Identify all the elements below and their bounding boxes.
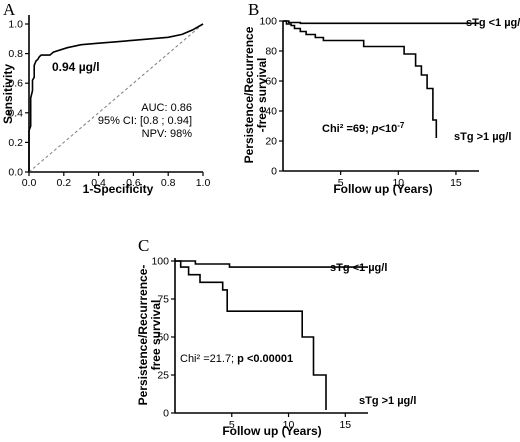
panel-a-ci-text: 95% CI: [0.8 ; 0.94] <box>98 115 192 127</box>
panel-a-auc-text: AUC: 0.86 <box>141 102 192 114</box>
panel-b-y-tick-label: 80 <box>265 46 277 58</box>
panel-b-series-label-high: sTg >1 µg/l <box>454 131 511 143</box>
panel-c-y-tick-label: 25 <box>157 370 169 382</box>
panel-a-x-tick-label: 1.0 <box>196 177 211 189</box>
panel-a-y-axis-label: Sensitivity <box>1 64 15 124</box>
panel-a-x-tick-label: 0.8 <box>161 177 176 189</box>
panel-b-y-axis-label-line1: Persistence/Recurrence <box>242 26 256 163</box>
panel-b-x-tick-label: 5 <box>338 177 344 189</box>
panel-a-reference-diagonal <box>28 23 204 173</box>
panel-b-survival-chart: B 5 10 15 0 20 40 60 80 100 Follow up (Years) Pe… <box>242 0 520 196</box>
panel-a-y-tick-label: 0.2 <box>8 137 23 149</box>
panel-b-y-axis-label-line2: -free survival <box>255 58 269 133</box>
panel-c-y-tick-label: 50 <box>157 332 169 344</box>
panel-b-chi-annotation: Chi² =69; p<10-7 <box>322 121 405 135</box>
panel-a-x-tick-label: 0.2 <box>56 177 71 189</box>
panel-c-y-tick-label: 75 <box>157 294 169 306</box>
panel-c-y-axis-label-line1: Persistence/Recurrence- <box>136 265 150 406</box>
panel-c-chi-p: p <0.00001 <box>237 353 293 365</box>
panel-c-y-tick-label: 0 <box>163 408 169 420</box>
panel-a-y-tick-label: 1.0 <box>8 19 23 31</box>
panel-a-x-tick-label: 0.0 <box>22 177 37 189</box>
panel-a-x-tick-label: 0.4 <box>91 177 106 189</box>
panel-b-x-tick-label: 15 <box>450 177 462 189</box>
panel-a-x-tick-label: 0.6 <box>126 177 141 189</box>
panel-c-y-tick-label: 100 <box>151 256 169 268</box>
panel-b-curve-high-stg <box>283 20 438 138</box>
panel-b-y-tick-label: 20 <box>265 136 277 148</box>
panel-c-chi-annotation: Chi² =21.7; p <0.00001 <box>180 353 293 365</box>
panel-b-y-tick-label: 40 <box>265 106 277 118</box>
panel-b-letter: B <box>248 0 259 19</box>
panel-c-x-axis-label: Follow up (Years) <box>222 424 321 438</box>
panel-c-curve-low-stg <box>175 260 368 268</box>
panel-b-chi-exponent: -7 <box>397 121 405 130</box>
panel-a-y-tick-label: 0.8 <box>8 48 23 60</box>
panel-a-roc-curve <box>28 23 204 172</box>
panel-c-x-tick-label: 15 <box>339 419 351 431</box>
panel-c-curve-high-stg <box>175 260 327 410</box>
panel-a-roc-chart: A 0.0 0.2 0.4 0.6 0.8 1.0 0.0 0.2 0.4 0.6 0.8 1.0 1… <box>1 0 210 196</box>
panel-b-y-tick-label: 60 <box>265 76 277 88</box>
panel-a-npv-text: NPV: 98% <box>142 128 193 140</box>
panel-b-curve-low-stg <box>283 20 479 25</box>
panel-b-y-tick-label: 100 <box>259 16 277 28</box>
panel-c-survival-chart: C 5 10 15 0 25 50 75 100 Follow up (Years) Pers… <box>136 236 416 438</box>
panel-c-x-tick-label: 10 <box>283 419 295 431</box>
panel-c-letter: C <box>138 236 149 255</box>
panel-a-y-tick-label: 0.4 <box>8 107 23 119</box>
panel-a-cutoff-label: 0.94 µg/l <box>52 60 100 74</box>
panel-b-x-tick-label: 10 <box>392 177 404 189</box>
panel-c-y-axis-label-line2: free survival <box>149 300 163 371</box>
panel-a-x-axis-label: 1-Specificity <box>83 182 154 196</box>
panel-a-y-tick-label: 0.6 <box>8 78 23 90</box>
panel-b-x-axis-label: Follow up (Years) <box>333 182 432 196</box>
panel-c-series-label-low: sTg <1 µg/l <box>330 262 387 274</box>
panel-b-y-tick-label: 0 <box>271 166 277 178</box>
panel-a-letter: A <box>3 0 16 19</box>
panel-c-x-tick-label: 5 <box>229 419 235 431</box>
panel-c-series-label-high: sTg >1 µg/l <box>359 395 416 407</box>
panel-b-series-label-low: sTg <1 µg/l <box>466 17 520 29</box>
panel-a-y-tick-label: 0.0 <box>8 167 23 179</box>
